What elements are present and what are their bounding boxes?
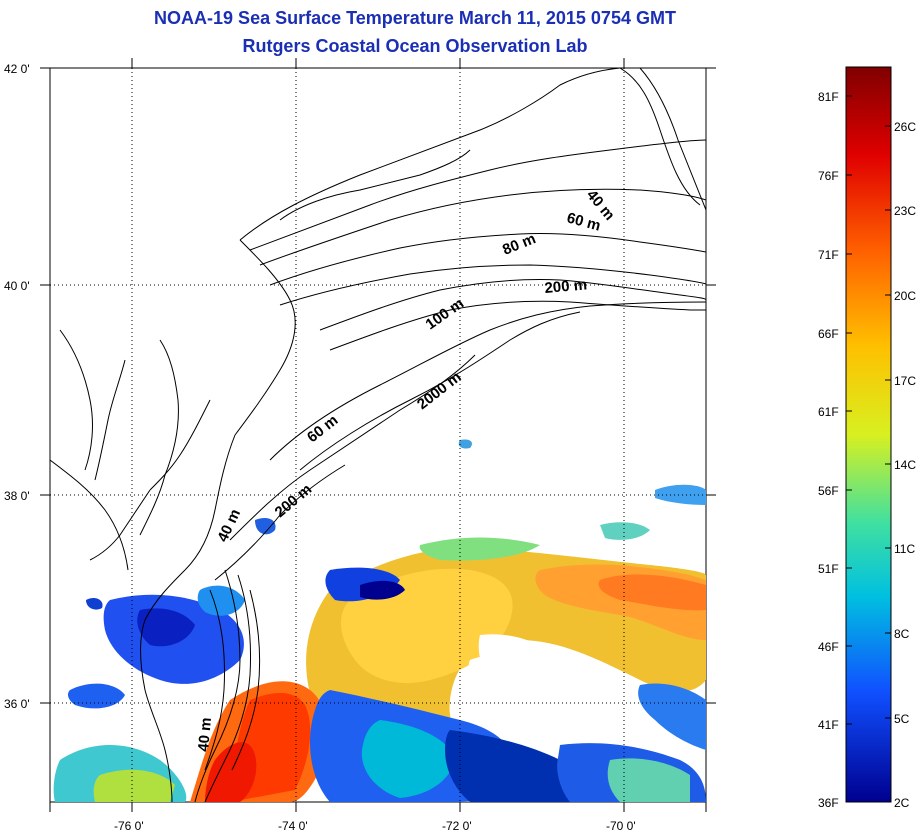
lat-label-42: 42 0' bbox=[4, 62, 30, 76]
cbar-f-36: 36F bbox=[818, 796, 839, 810]
map-title: NOAA-19 Sea Surface Temperature March 11… bbox=[154, 8, 676, 28]
graticule bbox=[50, 68, 706, 802]
cbar-c-8: 8C bbox=[894, 627, 910, 641]
cbar-f-76: 76F bbox=[818, 169, 839, 183]
cbar-f-51: 51F bbox=[818, 562, 839, 576]
sst-data-layer bbox=[53, 439, 706, 802]
cbar-c-2: 2C bbox=[894, 796, 910, 810]
cbar-f-66: 66F bbox=[818, 327, 839, 341]
cbar-f-56: 56F bbox=[818, 484, 839, 498]
lat-label-38: 38 0' bbox=[4, 489, 30, 503]
tick-marks bbox=[40, 58, 716, 812]
cbar-c-11: 11C bbox=[894, 542, 915, 556]
cbar-f-71: 71F bbox=[818, 248, 839, 262]
cbar-c-26: 26C bbox=[894, 120, 916, 134]
cbar-c-14: 14C bbox=[894, 458, 916, 472]
lat-label-40: 40 0' bbox=[4, 279, 30, 293]
colorbar bbox=[845, 66, 892, 803]
colorbar-gradient bbox=[845, 66, 892, 803]
cbar-c-23: 23C bbox=[894, 204, 916, 218]
cbar-c-20: 20C bbox=[894, 289, 916, 303]
cbar-c-5: 5C bbox=[894, 712, 910, 726]
colorbar-ticks bbox=[846, 95, 891, 725]
contour-label-40m-coast: 40 m bbox=[195, 717, 215, 753]
cbar-f-81: 81F bbox=[818, 90, 839, 104]
contour-label-200m: 200 m bbox=[544, 276, 588, 297]
cbar-f-46: 46F bbox=[818, 640, 839, 654]
lon-label-72: -72 0' bbox=[442, 819, 472, 832]
lon-label-74: -74 0' bbox=[278, 819, 308, 832]
cbar-f-61: 61F bbox=[818, 405, 839, 419]
lat-label-36: 36 0' bbox=[4, 697, 30, 711]
coastline-layer bbox=[50, 68, 706, 802]
lon-label-70: -70 0' bbox=[606, 819, 636, 832]
cbar-f-41: 41F bbox=[818, 718, 839, 732]
cbar-c-17: 17C bbox=[894, 374, 916, 388]
map-subtitle: Rutgers Coastal Ocean Observation Lab bbox=[242, 36, 588, 56]
lon-label-76: -76 0' bbox=[114, 819, 144, 832]
